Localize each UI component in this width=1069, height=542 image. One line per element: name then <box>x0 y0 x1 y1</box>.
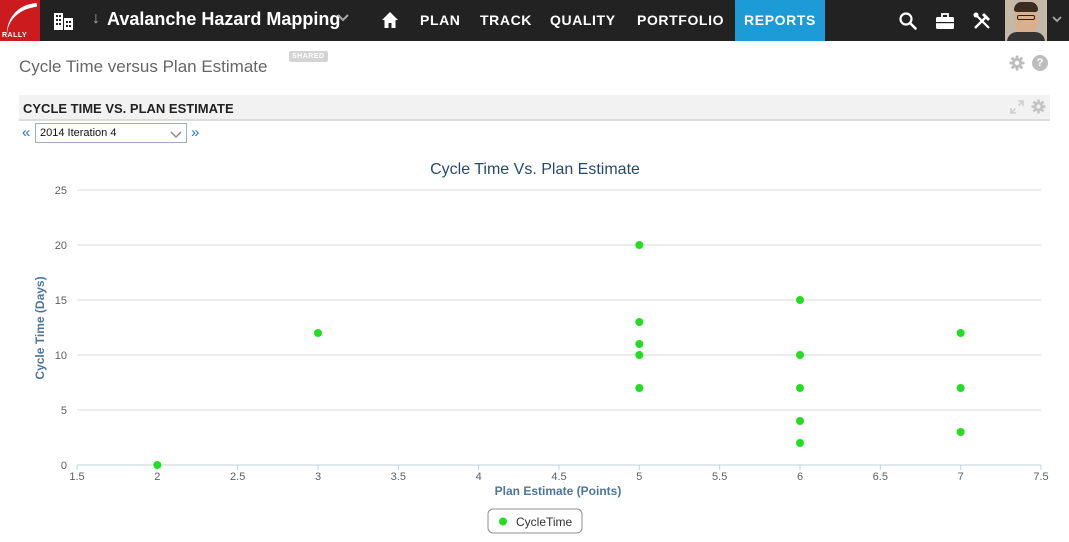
chart-legend[interactable]: CycleTime <box>487 508 583 534</box>
legend-box <box>487 508 583 534</box>
chevron-down-icon[interactable] <box>1051 13 1063 25</box>
y-axis-ticks: 0 5 10 15 20 25 <box>55 185 67 472</box>
x-tick-label: 7.5 <box>1033 471 1048 483</box>
x-tick-label: 2 <box>154 471 160 483</box>
x-tick-label: 4.5 <box>551 471 566 483</box>
iteration-select-value: 2014 Iteration 4 <box>40 127 117 139</box>
avatar-hair <box>1014 2 1038 12</box>
data-point <box>796 417 804 425</box>
home-icon[interactable] <box>381 11 399 29</box>
legend-marker <box>499 517 507 526</box>
shared-badge: SHARED <box>289 51 328 62</box>
next-iteration-button[interactable]: » <box>191 124 200 141</box>
avatar[interactable] <box>1005 0 1047 41</box>
x-axis-label: Plan Estimate (Points) <box>495 484 622 498</box>
data-point <box>796 351 804 359</box>
search-icon[interactable] <box>898 11 918 31</box>
y-axis-label: Cycle Time (Days) <box>33 276 47 379</box>
y-tick-label: 0 <box>61 460 67 472</box>
project-name[interactable]: Avalanche Hazard Mapping <box>107 9 341 29</box>
top-nav-bar: RALLY ↓ Avalanche Hazard Mapping PLAN TR… <box>0 0 1069 41</box>
y-tick-label: 25 <box>55 185 67 197</box>
tools-icon[interactable] <box>972 11 992 31</box>
previous-iteration-button[interactable]: « <box>22 124 31 141</box>
avatar-shirt <box>1007 32 1045 41</box>
logo-text: RALLY <box>2 32 28 39</box>
briefcase-icon[interactable] <box>935 11 955 31</box>
data-point <box>796 439 804 447</box>
x-tick-label: 4 <box>476 471 482 483</box>
data-point <box>796 384 804 392</box>
panel-title: CYCLE TIME VS. PLAN ESTIMATE <box>23 101 234 116</box>
nav-plan[interactable]: PLAN <box>420 12 461 28</box>
legend-label: CycleTime <box>516 515 573 529</box>
data-point <box>635 318 644 326</box>
rally-logo[interactable]: RALLY <box>0 0 40 41</box>
page-title: Cycle Time versus Plan Estimate <box>19 57 268 76</box>
scatter-chart: Cycle Time Vs. Plan Estimate 1.5 2 2.5 3 3.5… <box>33 161 1049 534</box>
gear-icon[interactable] <box>1031 99 1046 114</box>
x-axis-ticks: 1.5 2 2.5 3 3.5 4 4.5 5 5.5 6 6.5 7 7.5 <box>69 471 1048 483</box>
data-point <box>956 329 965 337</box>
nav-quality[interactable]: QUALITY <box>550 12 616 28</box>
nav-portfolio[interactable]: PORTFOLIO <box>637 12 725 28</box>
expand-icon[interactable] <box>1010 100 1024 114</box>
nav-track[interactable]: TRACK <box>480 12 532 28</box>
chevron-down-icon <box>170 131 182 138</box>
x-tick-label: 6.5 <box>873 471 888 483</box>
data-point <box>956 384 965 392</box>
iteration-select[interactable]: 2014 Iteration 4 <box>35 123 187 143</box>
nav-reports[interactable]: REPORTS <box>735 0 825 41</box>
building-icon[interactable] <box>53 11 75 31</box>
avatar-glasses <box>1017 15 1035 20</box>
x-tick-label: 7 <box>958 471 964 483</box>
x-tick-label: 3 <box>315 471 321 483</box>
panel-header: CYCLE TIME VS. PLAN ESTIMATE <box>19 95 1050 121</box>
x-tick-label: 3.5 <box>391 471 406 483</box>
data-point <box>153 461 162 469</box>
x-tick-label: 2.5 <box>230 471 245 483</box>
x-tick-label: 1.5 <box>69 471 84 483</box>
x-tick-label: 5 <box>636 471 642 483</box>
chart-title: Cycle Time Vs. Plan Estimate <box>430 161 640 178</box>
chart-points <box>153 241 965 469</box>
x-tick-label: 5.5 <box>712 471 727 483</box>
y-tick-label: 10 <box>55 350 67 362</box>
data-point <box>635 340 644 348</box>
data-point <box>635 241 644 249</box>
arrow-down-icon: ↓ <box>92 10 100 27</box>
x-tick-label: 6 <box>797 471 803 483</box>
y-tick-label: 5 <box>61 405 67 417</box>
data-point <box>314 329 322 337</box>
data-point <box>635 351 644 359</box>
data-point <box>796 296 804 304</box>
help-icon[interactable]: ? <box>1032 55 1048 71</box>
gear-icon[interactable] <box>1009 55 1025 71</box>
chart-grid <box>76 189 1042 470</box>
y-tick-label: 15 <box>55 295 67 307</box>
data-point <box>635 384 644 392</box>
chevron-down-icon[interactable] <box>336 11 350 25</box>
data-point <box>956 428 965 436</box>
y-tick-label: 20 <box>55 240 67 252</box>
